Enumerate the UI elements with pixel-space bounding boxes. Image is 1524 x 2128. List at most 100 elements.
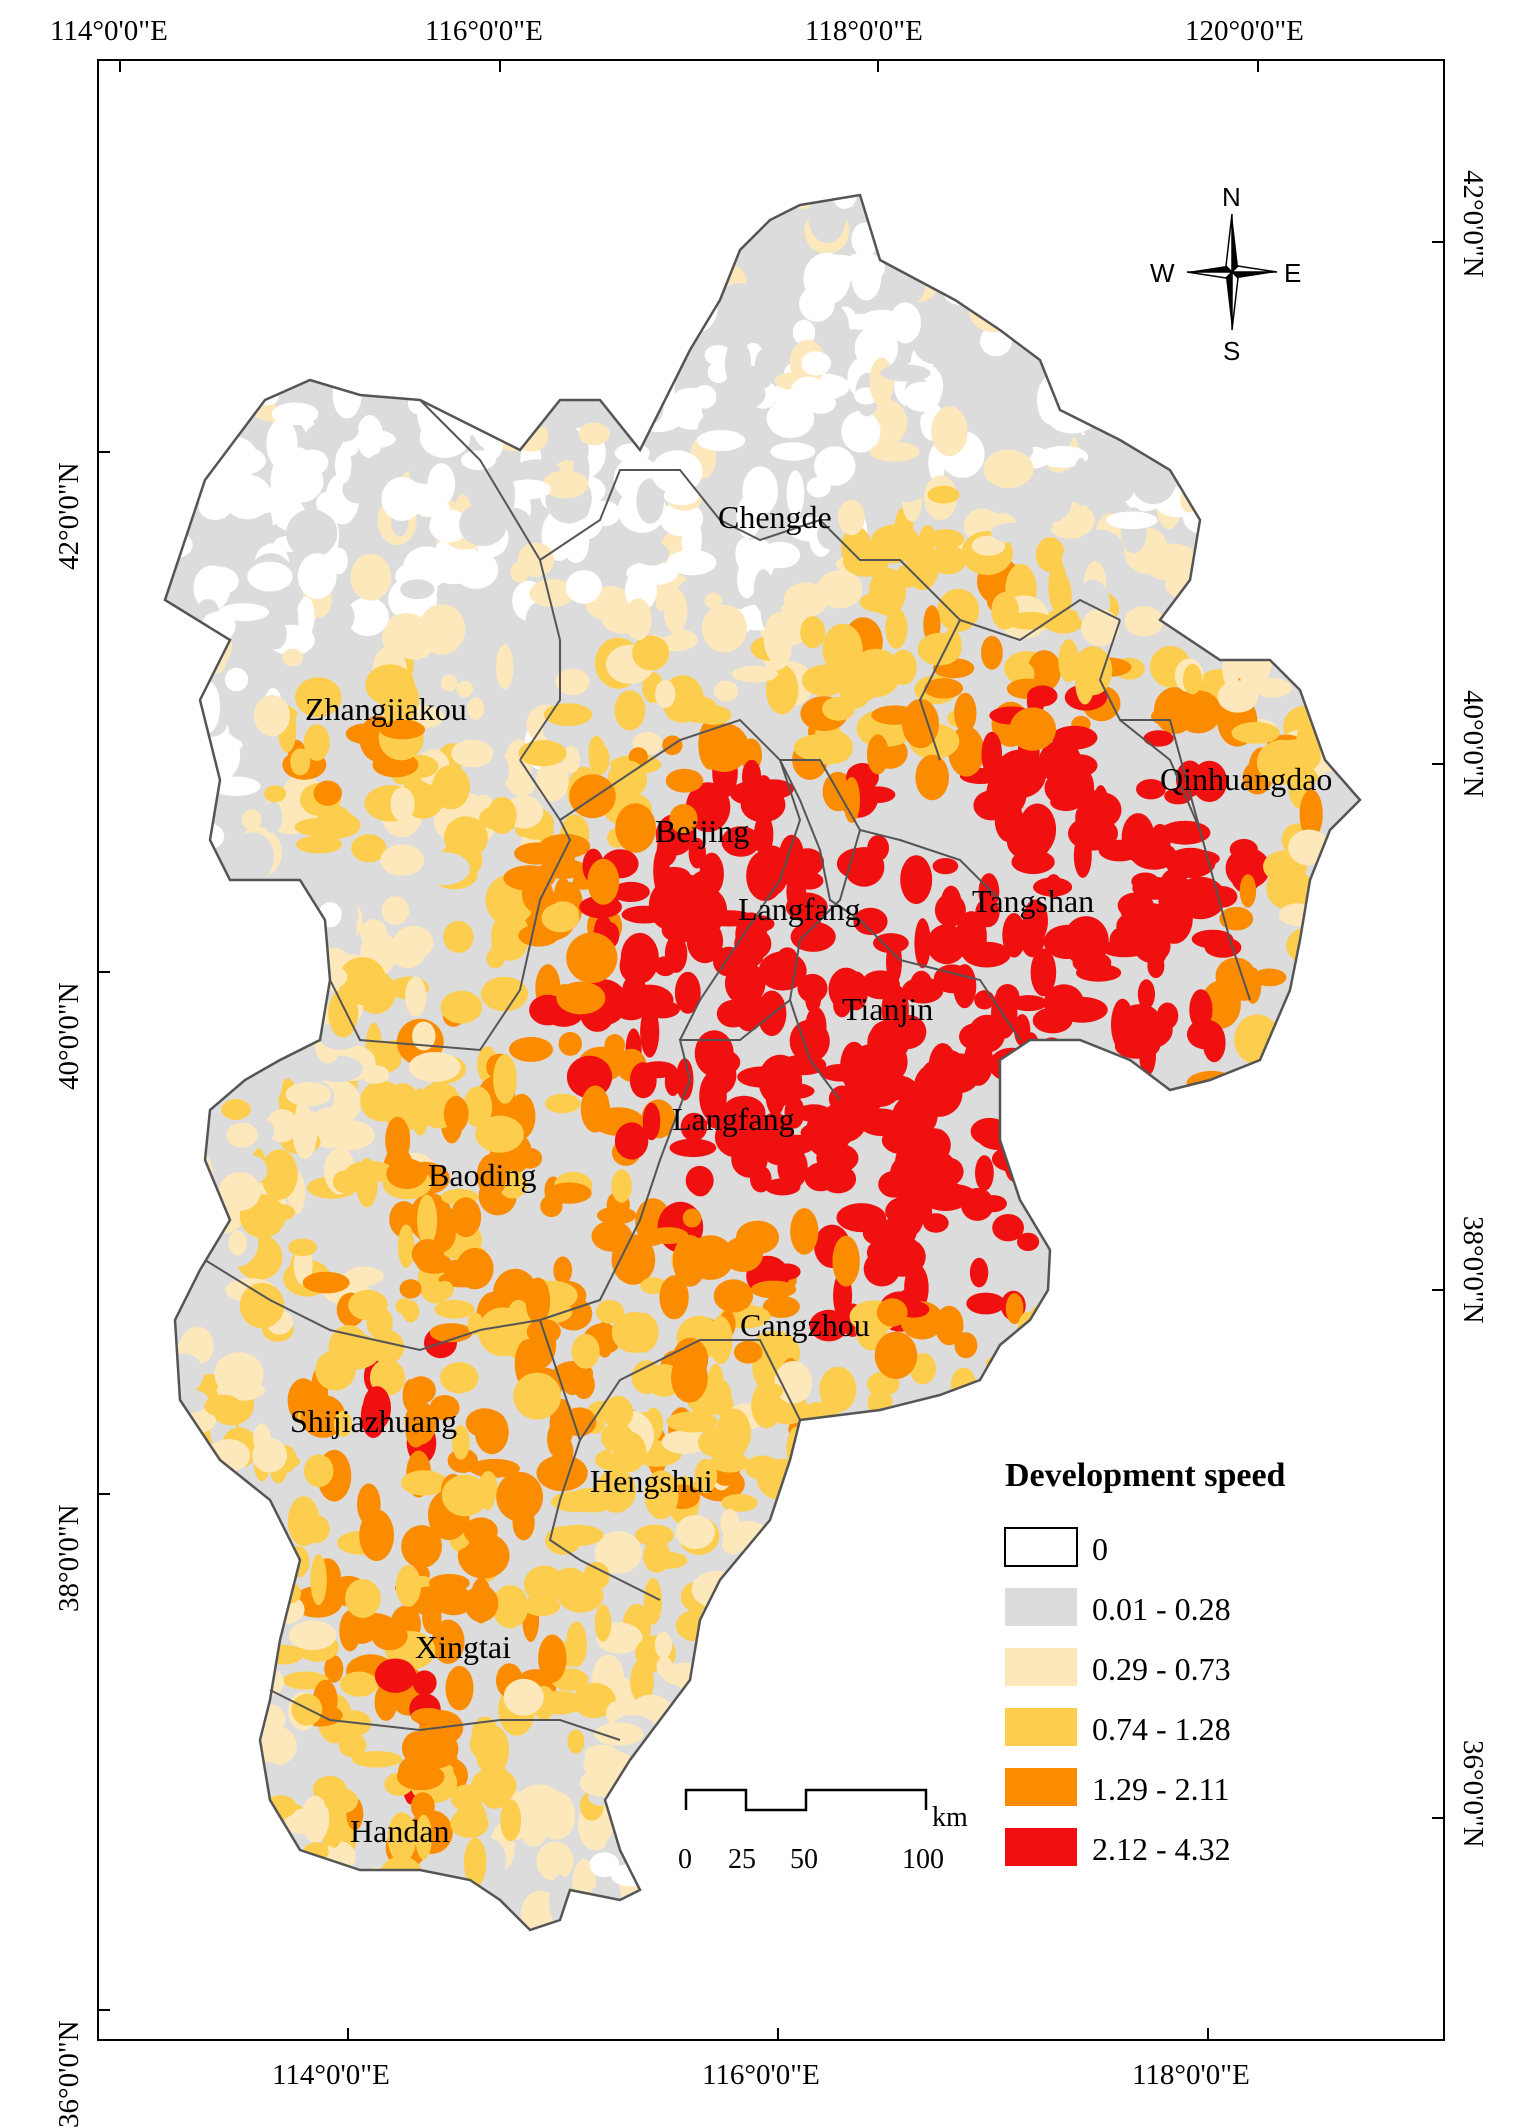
zone-patch — [854, 325, 899, 371]
zone-patch — [525, 601, 558, 638]
legend-label: 0.29 - 0.73 — [1092, 1651, 1231, 1687]
zone-patch — [573, 1370, 595, 1400]
zone-patch — [302, 1271, 350, 1294]
zone-patch — [795, 872, 824, 890]
zone-patch — [500, 1799, 522, 1842]
zone-patch — [797, 973, 828, 1003]
zone-patch — [635, 1524, 674, 1547]
boundary-line — [329, 759, 572, 1052]
zone-patch — [885, 1195, 933, 1228]
boundary-line — [918, 619, 961, 761]
zone-patch — [1137, 979, 1155, 1010]
zone-patch — [1068, 816, 1118, 851]
zone-patch — [937, 588, 980, 632]
zone-patch — [587, 858, 620, 905]
zone-patch — [198, 494, 232, 520]
zone-patch — [457, 1532, 510, 1579]
zone-patch — [1009, 995, 1048, 1012]
zone-patch — [981, 731, 1003, 778]
zone-patch — [675, 1058, 694, 1101]
zone-patch — [668, 920, 718, 937]
zone-patch — [975, 1155, 994, 1191]
zone-patch — [410, 1410, 431, 1441]
zone-patch — [632, 635, 670, 671]
zone-patch — [435, 1280, 454, 1299]
zone-patch — [443, 1095, 469, 1133]
zone-patch — [624, 598, 652, 641]
zone-patch — [914, 1070, 963, 1117]
city-boundaries — [204, 399, 1251, 1741]
zone-patch — [611, 881, 650, 903]
zone-patch — [838, 499, 865, 536]
zone-patch — [1155, 892, 1193, 944]
zone-patch — [518, 740, 567, 767]
zone-patch — [630, 1659, 654, 1704]
lon-labels-top: 114°0'0"E 116°0'0"E 118°0'0"E 120°0'0"E — [50, 15, 1304, 47]
zone-patch — [401, 1470, 448, 1496]
zone-patch — [1167, 544, 1187, 567]
zone-patch — [869, 357, 894, 407]
zone-patch — [429, 1323, 473, 1343]
zone-patch — [360, 1065, 390, 1084]
zone-patch — [814, 446, 856, 486]
zone-patch — [503, 1678, 544, 1716]
zone-patch — [342, 474, 373, 504]
zone-patch — [960, 1187, 995, 1221]
zone-patch — [675, 1515, 715, 1549]
zone-patch — [975, 382, 997, 432]
zone-patch — [850, 648, 902, 698]
zone-patch — [792, 319, 816, 345]
zone-patch — [313, 780, 342, 806]
zone-patch — [429, 509, 469, 543]
zone-patch — [544, 1093, 581, 1114]
zone-patch — [760, 541, 801, 569]
zone-patch — [401, 1525, 442, 1569]
zone-patch — [1217, 680, 1259, 713]
zone-patch — [397, 1224, 415, 1269]
zone-patch — [451, 739, 494, 768]
boundary-line — [559, 718, 802, 941]
zone-patch — [594, 1722, 644, 1746]
compass-east-point — [1232, 272, 1277, 278]
zone-patch — [692, 870, 721, 887]
zone-patch — [931, 406, 968, 457]
zone-patch — [754, 813, 774, 856]
zone-patch — [475, 1115, 524, 1153]
zone-patch — [422, 1599, 442, 1635]
zone-patch — [640, 1277, 667, 1295]
zone-patch — [558, 1031, 582, 1056]
zone-patch — [553, 1524, 604, 1546]
lat-label-right: 36°0'0"N — [1457, 1740, 1489, 1848]
zone-patch — [523, 1565, 566, 1604]
lat-label-left: 42°0'0"N — [53, 462, 85, 570]
scale-tick-25: 25 — [728, 1844, 756, 1875]
zone-patch — [596, 1206, 637, 1225]
zone-patch — [505, 479, 552, 500]
zone-patch — [682, 1208, 702, 1228]
zone-patch — [707, 1363, 724, 1401]
zone-patch — [816, 1143, 859, 1174]
city-label-zhangjiakou: Zhangjiakou — [305, 691, 467, 727]
zone-patch — [351, 834, 387, 863]
zone-patch — [555, 668, 590, 696]
zone-patch — [536, 760, 569, 802]
legend-label: 0 — [1092, 1531, 1108, 1567]
zone-patch — [214, 1352, 264, 1396]
zone-patch — [863, 1251, 901, 1287]
lat-label-right: 40°0'0"N — [1457, 690, 1489, 798]
zone-patch — [412, 1021, 436, 1051]
zone-patch — [713, 1279, 754, 1313]
zone-patch — [615, 803, 656, 853]
zone-patch — [429, 553, 479, 585]
zone-patch — [1231, 722, 1280, 744]
legend-swatch — [1005, 1708, 1077, 1746]
scale-bar-line — [684, 1788, 928, 1812]
zone-patch — [881, 1125, 927, 1155]
legend: Development speed 0 0.01 - 0.28 0.29 - 0.7… — [1004, 1457, 1286, 1867]
zone-patch — [381, 477, 423, 521]
lon-label-top: 116°0'0"E — [425, 15, 543, 47]
zone-patch — [211, 776, 261, 797]
zone-patch — [346, 597, 389, 637]
zone-patch — [704, 345, 732, 366]
zone-patch — [701, 604, 748, 653]
